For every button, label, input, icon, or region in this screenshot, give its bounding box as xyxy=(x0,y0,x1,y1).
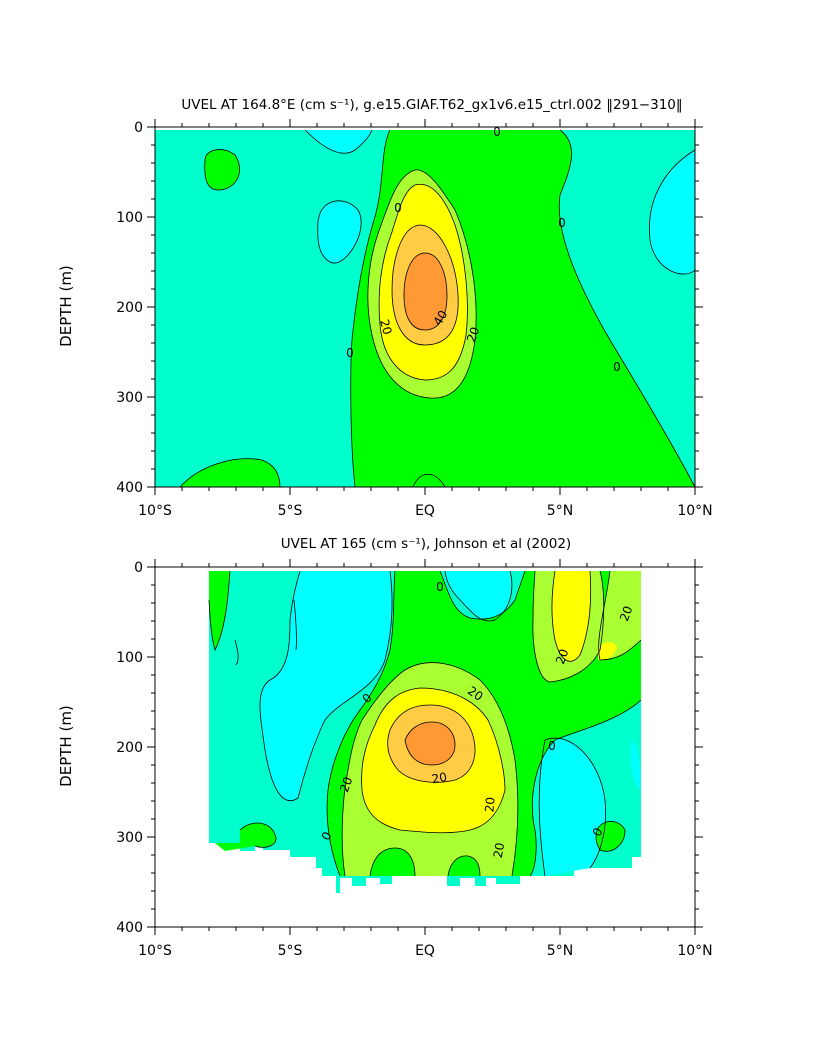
top-y-tick-label: 0 xyxy=(134,120,143,136)
top-y-tick-label: 200 xyxy=(116,300,143,316)
bottom-y-tick-label: 400 xyxy=(116,920,143,936)
bottom-band-50 xyxy=(405,722,455,765)
bottom-x-tick-label: 10°N xyxy=(677,943,712,959)
bottom-x-tick-label: EQ xyxy=(415,943,435,959)
contour-label: 0 xyxy=(548,739,556,753)
bottom-band-30 xyxy=(598,642,617,661)
bottom-y-tick-label: 200 xyxy=(116,740,143,756)
bottom-y-axis-label: DEPTH (m) xyxy=(57,705,75,787)
top-plot-area: 0 0 0 0 0 20 40 20 xyxy=(154,125,696,488)
contour-label: 0 xyxy=(493,125,501,139)
top-contour-lines xyxy=(179,129,696,488)
bottom-y-tick-label: 100 xyxy=(116,650,143,666)
contour-label: 40 xyxy=(431,308,451,328)
contour-label: 20 xyxy=(377,318,394,336)
top-y-tick-label: 400 xyxy=(116,480,143,496)
top-y-tick-label: 300 xyxy=(116,390,143,406)
bottom-panel: UVEL AT 165 (cm s⁻¹), Johnson et al (200… xyxy=(57,536,713,959)
bottom-band-20 xyxy=(598,571,641,660)
top-band-10 xyxy=(180,458,280,487)
top-x-tick-label: 10°N xyxy=(677,503,712,519)
bottom-band-10 xyxy=(209,571,230,650)
bottom-band-10 xyxy=(595,821,625,852)
top-x-tick-label: 5°N xyxy=(547,503,573,519)
contour-label: 0 xyxy=(613,360,621,374)
bottom-negative-patch xyxy=(445,571,512,621)
top-y-tick-label: 100 xyxy=(116,210,143,226)
bottom-negative-patch xyxy=(539,738,606,876)
top-y-axis-label: DEPTH (m) xyxy=(57,265,75,347)
bottom-band-30 xyxy=(551,571,591,662)
contour-label: 20 xyxy=(553,647,571,666)
contour-label: 0 xyxy=(558,216,566,230)
contour-label: 20 xyxy=(337,775,355,794)
top-x-tick-label: 10°S xyxy=(138,503,172,519)
bottom-title: UVEL AT 165 (cm s⁻¹), Johnson et al (200… xyxy=(281,536,571,552)
bottom-x-tick-label: 10°S xyxy=(138,943,172,959)
contour-label: 20 xyxy=(431,770,448,786)
bottom-x-tick-label: 5°N xyxy=(547,943,573,959)
bottom-band-10 xyxy=(215,823,276,851)
contour-label: 20 xyxy=(482,796,497,812)
bottom-y-tick-label: 300 xyxy=(116,830,143,846)
bottom-negative-patch xyxy=(630,740,641,790)
bottom-x-tick-label: 5°S xyxy=(278,943,303,959)
top-panel: UVEL AT 164.8°E (cm s⁻¹), g.e15.GIAF.T62… xyxy=(57,97,713,519)
bottom-contour-lines xyxy=(208,570,642,877)
top-negative-patch xyxy=(317,200,362,264)
bottom-plot-area: 0 20 20 20 20 20 20 0 0 0 0 20 xyxy=(154,566,696,928)
contour-label: 0 xyxy=(436,580,444,594)
contour-label: 20 xyxy=(464,325,482,344)
contour-label: 20 xyxy=(617,604,635,623)
bottom-negative-patch xyxy=(260,571,393,801)
top-x-tick-label: 5°S xyxy=(278,503,303,519)
bottom-band-10 xyxy=(448,855,480,876)
bottom-band-10 xyxy=(370,848,415,876)
top-band-10 xyxy=(204,149,240,191)
top-contour-labels: 0 0 0 0 0 20 40 20 xyxy=(346,125,621,374)
top-negative-patch xyxy=(305,130,372,154)
contour-label: 20 xyxy=(491,842,507,859)
contour-label: 0 xyxy=(346,346,354,360)
top-negative-patch xyxy=(649,150,695,275)
top-title: UVEL AT 164.8°E (cm s⁻¹), g.e15.GIAF.T62… xyxy=(181,97,682,113)
contour-label: 0 xyxy=(394,201,402,215)
top-band-50 xyxy=(404,253,447,330)
top-x-tick-label: EQ xyxy=(415,503,435,519)
bottom-y-tick-label: 0 xyxy=(134,560,143,576)
